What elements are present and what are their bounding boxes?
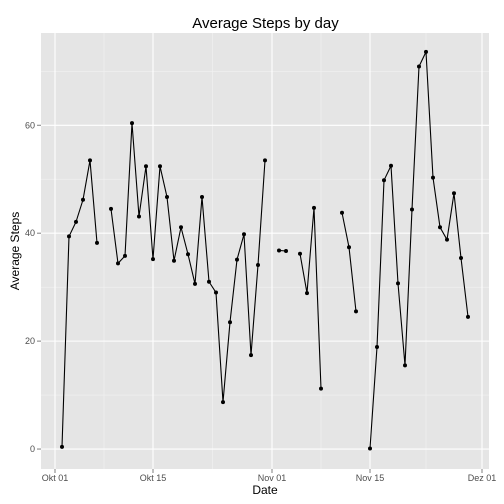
data-point: [207, 279, 211, 284]
data-point: [403, 363, 407, 368]
data-point: [249, 353, 253, 358]
x-tick-label: Okt 01: [42, 473, 69, 483]
y-tick-label: 40: [25, 228, 35, 238]
y-tick-label: 60: [25, 120, 35, 130]
x-tick-label: Okt 15: [140, 473, 167, 483]
data-point: [144, 164, 148, 169]
data-point: [452, 191, 456, 196]
data-point: [319, 386, 323, 391]
data-point: [466, 314, 470, 319]
data-point: [263, 158, 267, 163]
data-point: [305, 291, 309, 296]
x-tick-label: Dez 01: [468, 473, 497, 483]
data-point: [81, 197, 85, 202]
x-tick-label: Nov 01: [258, 473, 287, 483]
data-point: [116, 261, 120, 266]
data-point: [137, 214, 141, 219]
data-point: [354, 309, 358, 314]
y-axis: 0 20 40 60: [25, 120, 41, 454]
x-tick-label: Nov 15: [356, 473, 385, 483]
data-point: [235, 257, 239, 262]
data-point: [60, 444, 64, 449]
major-gridlines: [41, 33, 489, 469]
data-point: [312, 205, 316, 210]
x-axis-title: Date: [252, 483, 278, 497]
data-point: [95, 240, 99, 245]
data-point: [389, 163, 393, 168]
y-axis-title: Average Steps: [8, 212, 22, 291]
data-point: [256, 263, 260, 268]
data-point: [347, 245, 351, 250]
data-point: [375, 345, 379, 350]
data-point: [410, 207, 414, 212]
data-point: [165, 195, 169, 200]
data-point: [172, 258, 176, 263]
data-point: [88, 158, 92, 163]
data-point: [228, 320, 232, 325]
data-point: [214, 290, 218, 295]
data-point: [67, 234, 71, 239]
data-point: [424, 49, 428, 54]
data-point: [340, 210, 344, 215]
data-point: [298, 251, 302, 256]
data-point: [459, 256, 463, 261]
data-point: [193, 281, 197, 286]
data-point: [284, 249, 288, 253]
y-tick-label: 20: [25, 336, 35, 346]
data-point: [382, 178, 386, 183]
y-tick-label: 0: [30, 444, 35, 454]
data-point: [431, 175, 435, 180]
x-axis: Okt 01 Okt 15 Nov 01 Nov 15 Dez 01: [42, 469, 497, 483]
data-point: [396, 281, 400, 286]
data-point: [151, 257, 155, 262]
data-point: [445, 237, 449, 242]
data-point: [158, 164, 162, 169]
data-point: [438, 225, 442, 230]
chart-title: Average Steps by day: [192, 15, 339, 32]
minor-gridlines: [41, 33, 489, 469]
data-point: [130, 121, 134, 126]
data-point: [179, 225, 183, 230]
data-point: [242, 232, 246, 237]
data-point: [74, 219, 78, 224]
series-points: [60, 49, 470, 451]
plot-panel: [41, 33, 489, 469]
data-point: [186, 252, 190, 257]
data-point: [200, 195, 204, 200]
series-line-segment: [299, 207, 322, 389]
data-point: [109, 206, 113, 211]
series-line-segment: [61, 159, 98, 447]
data-point: [368, 446, 372, 451]
data-point: [123, 253, 127, 258]
data-point: [417, 64, 421, 69]
data-point: [277, 248, 281, 253]
data-point: [221, 400, 225, 405]
